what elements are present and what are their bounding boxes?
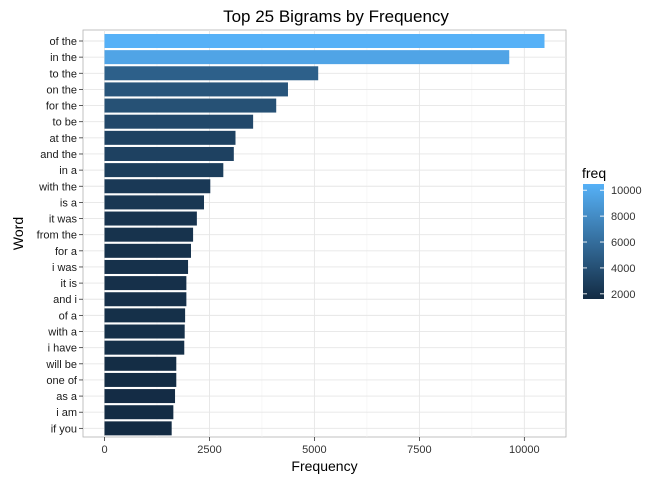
y-tick-label: and i [53, 294, 77, 306]
bar [104, 276, 187, 291]
y-tick-label: is a [60, 197, 78, 209]
bar [104, 324, 185, 339]
y-tick-label: if you [51, 423, 77, 435]
bar [104, 146, 234, 161]
y-tick-label: with a [47, 327, 78, 339]
x-tick-label: 10000 [509, 444, 540, 456]
bar [104, 389, 176, 404]
y-tick-label: to the [49, 68, 77, 80]
x-tick-label: 7500 [407, 444, 431, 456]
bar [104, 227, 194, 242]
bar [104, 259, 189, 274]
y-tick-label: at the [49, 133, 77, 145]
bar [104, 195, 205, 210]
color-legend: freq 2000 4000 6000 8000 10000 [582, 165, 642, 301]
legend-colorbar [583, 184, 604, 299]
y-tick-label: i was [52, 262, 78, 274]
bar [104, 211, 197, 226]
bar [104, 340, 185, 355]
y-axis-title: Word [10, 217, 26, 250]
y-tick-label: i have [48, 343, 77, 355]
y-tick-label: i am [56, 407, 77, 419]
legend-ticks: 2000 4000 6000 8000 10000 [583, 185, 642, 301]
y-tick-label: it is [61, 278, 78, 290]
legend-title: freq [582, 165, 606, 181]
bar [104, 179, 211, 194]
x-axis-title: Frequency [291, 458, 357, 474]
x-axis-ticks: 0 2500 5000 7500 10000 [101, 437, 540, 456]
bar [104, 421, 172, 436]
legend-tick-label: 8000 [611, 211, 635, 223]
bar [104, 356, 177, 371]
y-tick-label: it was [49, 214, 78, 226]
y-tick-label: to be [53, 117, 77, 129]
y-tick-label: for a [55, 246, 78, 258]
y-tick-label: and the [40, 149, 77, 161]
bar [104, 114, 254, 129]
bar [104, 292, 187, 307]
chart-title: Top 25 Bigrams by Frequency [223, 7, 449, 26]
y-tick-label: with the [38, 181, 77, 193]
bars [104, 34, 545, 436]
bar [104, 66, 319, 81]
bar [104, 34, 545, 48]
x-tick-label: 2500 [197, 444, 221, 456]
y-tick-label: on the [46, 84, 77, 96]
legend-tick-label: 2000 [611, 289, 635, 301]
bar [104, 308, 186, 323]
bar [104, 130, 236, 145]
y-axis-ticks: of the in the to the on the for the to be at t… [37, 36, 83, 435]
legend-tick-label: 4000 [611, 263, 635, 275]
y-tick-label: one of [46, 375, 78, 387]
bar [104, 98, 277, 113]
y-tick-label: for the [46, 101, 77, 113]
y-tick-label: in the [50, 52, 77, 64]
bar [104, 243, 191, 258]
legend-tick-label: 10000 [611, 185, 642, 197]
bar [104, 50, 510, 65]
y-tick-label: from the [37, 230, 77, 242]
y-tick-label: as a [56, 391, 78, 403]
x-tick-label: 5000 [302, 444, 326, 456]
y-tick-label: of a [59, 310, 78, 322]
legend-tick-label: 6000 [611, 237, 635, 249]
y-tick-label: in a [59, 165, 78, 177]
bar [104, 82, 288, 97]
bar [104, 405, 174, 420]
y-tick-label: of the [49, 36, 77, 48]
bar [104, 163, 224, 178]
y-tick-label: will be [45, 359, 77, 371]
x-tick-label: 0 [101, 444, 107, 456]
bar [104, 372, 177, 387]
